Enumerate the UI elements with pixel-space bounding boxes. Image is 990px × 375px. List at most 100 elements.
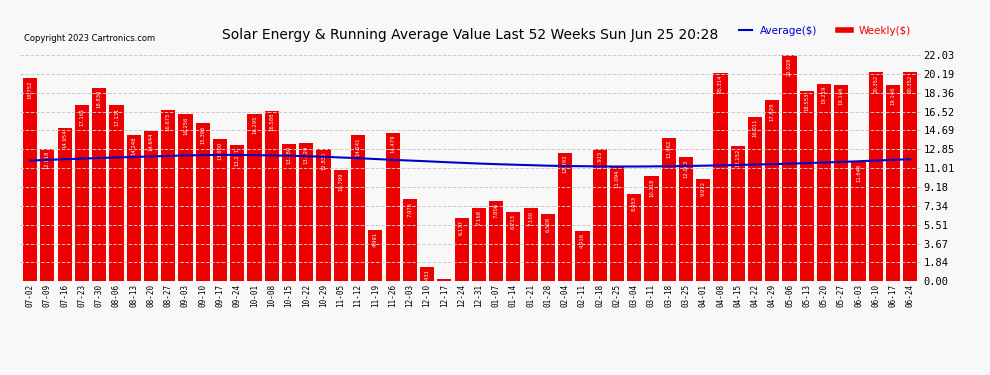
Bar xyxy=(385,132,400,281)
Text: 7.806: 7.806 xyxy=(494,203,499,218)
Text: 17.131: 17.131 xyxy=(114,107,119,126)
Text: 4.916: 4.916 xyxy=(580,233,585,248)
Text: 12.915: 12.915 xyxy=(597,151,602,169)
Text: 8.453: 8.453 xyxy=(632,196,637,211)
Bar xyxy=(541,214,555,281)
Text: 19.146: 19.146 xyxy=(839,87,843,105)
Bar xyxy=(747,117,762,281)
Bar xyxy=(524,209,538,281)
Text: 16.675: 16.675 xyxy=(165,112,170,130)
Text: 13.429: 13.429 xyxy=(304,146,309,164)
Text: 13.221: 13.221 xyxy=(235,147,240,166)
Bar xyxy=(800,91,814,281)
Bar xyxy=(506,212,521,281)
Text: 0.243: 0.243 xyxy=(442,281,446,296)
Bar xyxy=(178,114,193,281)
Text: 19.219: 19.219 xyxy=(822,86,827,104)
Text: 6.508: 6.508 xyxy=(545,216,550,232)
Bar xyxy=(593,148,607,281)
Text: 22.028: 22.028 xyxy=(787,57,792,75)
Bar xyxy=(92,88,106,281)
Bar xyxy=(731,146,744,281)
Bar xyxy=(75,105,89,281)
Text: 18.553: 18.553 xyxy=(804,93,809,111)
Text: 14.248: 14.248 xyxy=(132,137,137,156)
Bar xyxy=(851,162,865,281)
Text: 20.352: 20.352 xyxy=(908,74,913,93)
Legend: Average($), Weekly($): Average($), Weekly($) xyxy=(735,22,916,40)
Text: 12.918: 12.918 xyxy=(45,151,50,169)
Bar xyxy=(438,279,451,281)
Bar xyxy=(282,144,296,281)
Bar xyxy=(144,131,158,281)
Text: 7.100: 7.100 xyxy=(528,210,534,225)
Bar xyxy=(23,78,38,281)
Bar xyxy=(835,85,848,281)
Text: 20.314: 20.314 xyxy=(718,75,723,93)
Bar xyxy=(765,100,779,281)
Bar xyxy=(627,194,642,281)
Text: 7.975: 7.975 xyxy=(407,201,413,216)
Bar xyxy=(351,135,365,281)
Bar xyxy=(420,267,435,281)
Text: 11.094: 11.094 xyxy=(615,170,620,188)
Bar xyxy=(817,84,832,281)
Bar xyxy=(869,72,883,281)
Bar xyxy=(679,158,693,281)
Text: 16.588: 16.588 xyxy=(269,113,274,131)
Text: Copyright 2023 Cartronics.com: Copyright 2023 Cartronics.com xyxy=(25,34,155,43)
Bar xyxy=(403,200,417,281)
Text: 1.431: 1.431 xyxy=(425,268,430,284)
Bar xyxy=(334,170,347,281)
Text: 20.352: 20.352 xyxy=(873,74,878,93)
Text: 19.146: 19.146 xyxy=(891,87,896,105)
Bar xyxy=(231,146,245,281)
Text: 19.752: 19.752 xyxy=(28,80,33,99)
Text: 17.161: 17.161 xyxy=(79,107,84,126)
Text: 11.646: 11.646 xyxy=(856,164,861,182)
Bar xyxy=(317,150,331,281)
Bar xyxy=(57,128,71,281)
Text: 13.800: 13.800 xyxy=(218,141,223,160)
Bar xyxy=(714,73,728,281)
Bar xyxy=(264,111,279,281)
Text: 13.380: 13.380 xyxy=(286,146,291,164)
Text: 16.011: 16.011 xyxy=(752,119,757,137)
Bar xyxy=(109,105,124,281)
Text: 10.799: 10.799 xyxy=(339,172,344,191)
Bar xyxy=(368,230,382,281)
Bar xyxy=(454,218,468,281)
Bar xyxy=(644,176,658,281)
Bar xyxy=(782,55,797,281)
Bar xyxy=(558,153,572,281)
Text: 13.962: 13.962 xyxy=(666,140,671,158)
Text: 14.241: 14.241 xyxy=(355,137,360,156)
Text: 4.991: 4.991 xyxy=(373,232,378,247)
Text: 13.152: 13.152 xyxy=(736,148,741,166)
Text: 14.644: 14.644 xyxy=(148,133,153,152)
Text: 16.295: 16.295 xyxy=(252,116,257,134)
Bar xyxy=(127,135,141,281)
Bar xyxy=(213,140,227,281)
Text: 14.954: 14.954 xyxy=(62,130,67,148)
Text: 16.256: 16.256 xyxy=(183,116,188,135)
Bar xyxy=(248,114,261,281)
Text: 12.063: 12.063 xyxy=(683,159,688,178)
Bar xyxy=(41,148,54,281)
Bar xyxy=(886,85,900,281)
Text: 14.479: 14.479 xyxy=(390,135,395,153)
Text: 6.713: 6.713 xyxy=(511,214,516,230)
Text: 10.218: 10.218 xyxy=(649,178,654,197)
Text: 12.493: 12.493 xyxy=(562,155,567,173)
Title: Solar Energy & Running Average Value Last 52 Weeks Sun Jun 25 20:28: Solar Energy & Running Average Value Las… xyxy=(222,28,719,42)
Bar xyxy=(696,179,710,281)
Bar xyxy=(661,138,676,281)
Bar xyxy=(161,110,175,281)
Text: 6.177: 6.177 xyxy=(459,220,464,235)
Text: 7.168: 7.168 xyxy=(476,210,481,225)
Text: 15.396: 15.396 xyxy=(200,125,205,144)
Text: 12.830: 12.830 xyxy=(321,152,326,170)
Bar xyxy=(472,208,486,281)
Text: 17.629: 17.629 xyxy=(770,102,775,121)
Bar xyxy=(575,231,589,281)
